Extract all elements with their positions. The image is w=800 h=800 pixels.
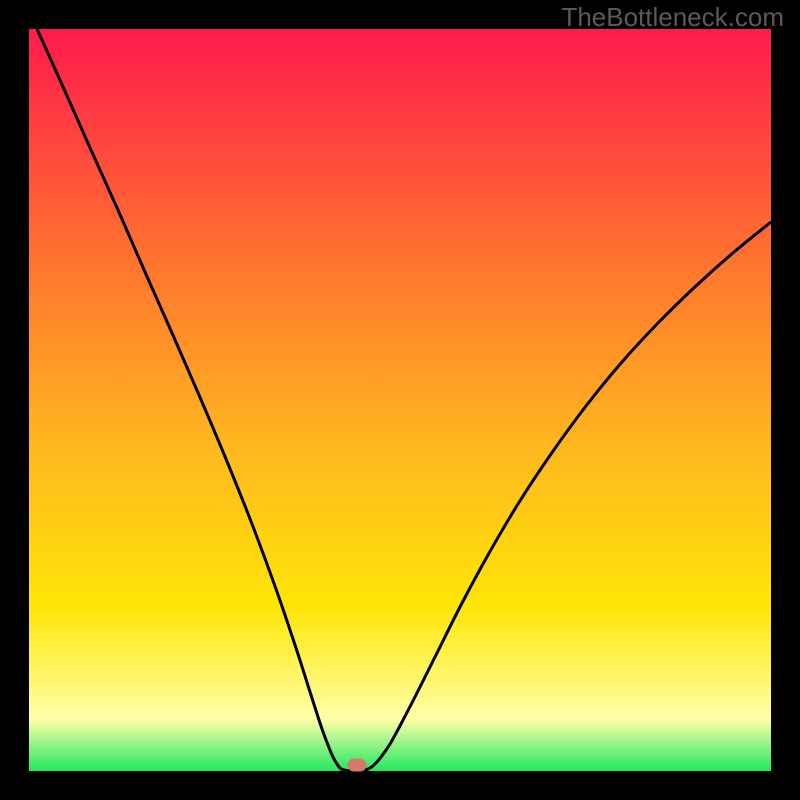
optimum-marker — [348, 759, 367, 772]
curve-svg — [0, 0, 800, 800]
chart-frame: TheBottleneck.com — [0, 0, 800, 800]
bottleneck-curve — [37, 29, 771, 771]
